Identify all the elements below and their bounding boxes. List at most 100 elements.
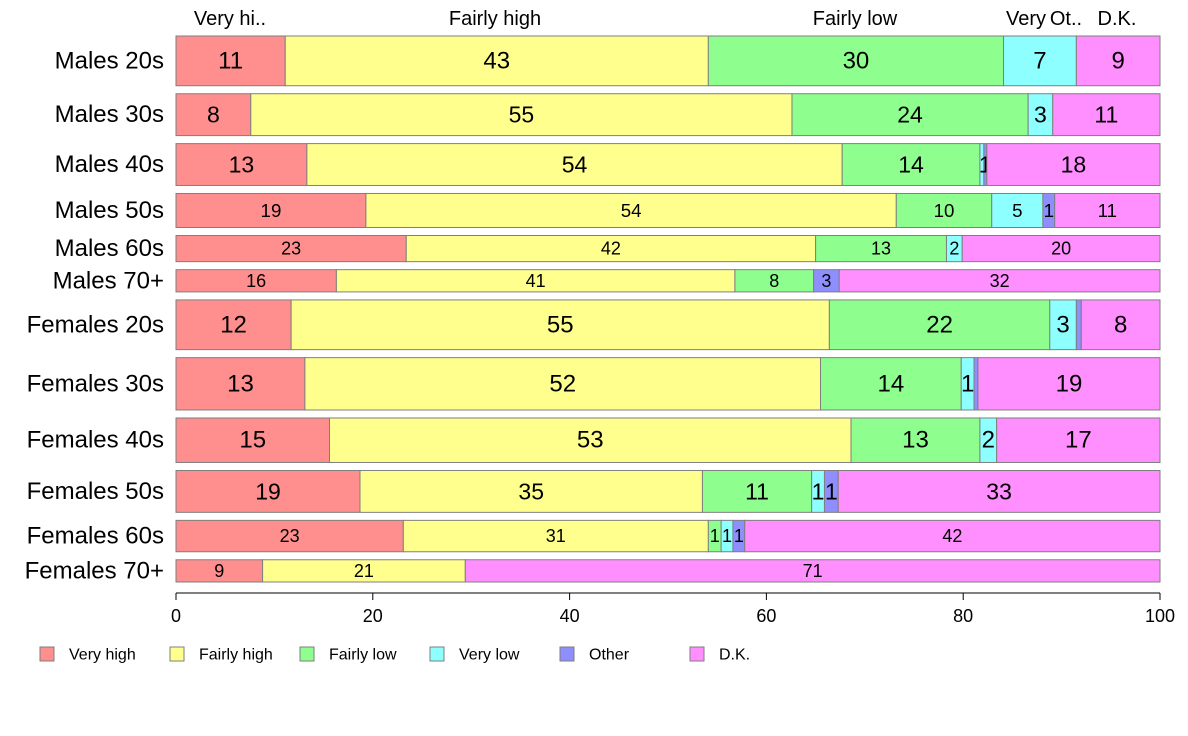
top-series-label: Very (1006, 8, 1046, 30)
data-label: 1 (710, 526, 720, 546)
bar-segment (1054, 192, 1161, 228)
bar-segment (250, 93, 793, 137)
data-label: 9 (214, 561, 224, 581)
x-tick-label: 40 (560, 606, 580, 626)
data-label: 13 (871, 239, 891, 259)
legend-label: Fairly low (329, 647, 397, 664)
data-label: 8 (1114, 311, 1127, 338)
data-label: 22 (926, 311, 953, 338)
data-label: 20 (1051, 239, 1071, 259)
bar-segment (973, 357, 979, 411)
data-label: 8 (207, 102, 220, 128)
legend-swatch (429, 646, 445, 662)
top-series-label: Ot.. (1050, 8, 1082, 30)
legend-swatch (39, 646, 55, 662)
bar-segment (175, 469, 361, 513)
bar-segment (837, 469, 1161, 513)
data-label: 1 (1044, 200, 1054, 221)
legend-label: Other (589, 647, 630, 664)
category-label: Females 30s (27, 370, 164, 397)
category-label: Males 60s (55, 235, 164, 262)
bar-segment (977, 357, 1161, 411)
data-label: 13 (227, 370, 254, 397)
data-label: 11 (218, 47, 243, 74)
data-label: 53 (577, 427, 604, 454)
top-series-label: Fairly high (449, 8, 541, 30)
data-label: 1 (961, 370, 974, 397)
bar-segment (365, 192, 897, 228)
data-label: 11 (1094, 102, 1118, 128)
bar-segment (986, 143, 1161, 186)
category-label: Males 20s (55, 47, 164, 74)
x-tick-label: 80 (953, 606, 973, 626)
data-label: 14 (898, 152, 924, 178)
x-tick-label: 20 (363, 606, 383, 626)
top-series-label: D.K. (1098, 8, 1137, 30)
bar-segment (175, 35, 286, 87)
bar-segment (304, 357, 822, 411)
data-label: 41 (526, 271, 546, 291)
bar-segment (290, 299, 830, 351)
bar-segment (175, 93, 252, 137)
data-label: 14 (878, 370, 905, 397)
category-label: Males 30s (55, 101, 164, 128)
data-label: 10 (934, 200, 955, 221)
data-label: 33 (986, 478, 1012, 504)
data-label: 13 (902, 427, 929, 454)
legend-label: D.K. (719, 647, 750, 664)
x-tick-label: 100 (1145, 606, 1175, 626)
data-label: 18 (1061, 152, 1087, 178)
category-label: Males 50s (55, 197, 164, 224)
bar-segment (1027, 93, 1054, 137)
data-label: 19 (1056, 370, 1083, 397)
bar-segment (707, 35, 1005, 87)
category-label: Females 40s (27, 427, 164, 454)
data-label: 17 (1065, 427, 1092, 454)
data-label: 11 (1098, 200, 1117, 221)
data-label: 19 (261, 200, 282, 221)
data-label: 24 (897, 102, 923, 128)
data-label: 55 (509, 102, 535, 128)
bar-segment (828, 299, 1051, 351)
category-label: Males 40s (55, 151, 164, 178)
data-label: 1 (734, 526, 744, 546)
data-label: 9 (1112, 47, 1125, 74)
data-label: 42 (942, 526, 962, 546)
bar-segment (175, 234, 407, 263)
data-label: 71 (803, 561, 823, 581)
bar-segment (961, 234, 1161, 263)
data-label: 11 (745, 478, 769, 504)
legend-swatch (169, 646, 185, 662)
data-label: 19 (255, 478, 281, 504)
category-label: Females 70+ (25, 557, 164, 584)
data-label: 42 (601, 239, 621, 259)
data-label: 35 (518, 478, 544, 504)
bar-segment (744, 519, 1161, 553)
legend-swatch (689, 646, 705, 662)
data-label: 12 (220, 311, 247, 338)
data-label: 8 (769, 271, 779, 291)
bar-segment (895, 192, 993, 228)
data-label: 31 (546, 526, 566, 546)
data-label: 7 (1033, 47, 1046, 74)
data-label: 3 (1056, 311, 1069, 338)
data-label: 23 (280, 526, 300, 546)
data-label: 1 (722, 526, 732, 546)
bar-segment (1075, 35, 1161, 87)
bar-segment (284, 35, 709, 87)
legend-swatch (559, 646, 575, 662)
bar-segment (991, 192, 1044, 228)
bar-segment (850, 417, 981, 463)
legend-label: Fairly high (199, 647, 273, 664)
category-label: Females 50s (27, 478, 164, 505)
bar-segment (791, 93, 1029, 137)
data-label: 55 (547, 311, 574, 338)
legend-swatch (299, 646, 315, 662)
bar-segment (996, 417, 1161, 463)
bar-segment (838, 269, 1161, 293)
bar-segment (701, 469, 813, 513)
bar-segment (402, 519, 709, 553)
bar-segment (175, 299, 292, 351)
bar-segment (175, 192, 367, 228)
top-series-label: Fairly low (813, 8, 898, 30)
